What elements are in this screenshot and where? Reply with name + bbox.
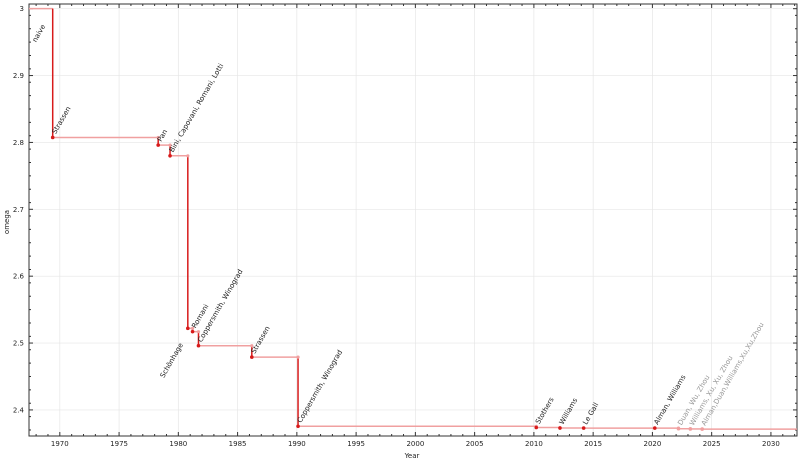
- point-label: Strassen: [250, 325, 272, 355]
- y-tick-label: 2.7: [13, 206, 24, 214]
- x-tick-label: 2030: [762, 440, 780, 448]
- y-tick-label: 2.9: [13, 72, 24, 80]
- data-point: [688, 427, 693, 431]
- data-point: [168, 154, 172, 158]
- y-tick-label: 2.4: [13, 406, 25, 414]
- data-point: [156, 143, 160, 147]
- segment-end-marker: [186, 154, 190, 158]
- grid: [29, 4, 797, 436]
- y-tick-label: 2.8: [13, 139, 24, 147]
- x-tick-label: 1990: [288, 440, 306, 448]
- x-tick-label: 1980: [169, 440, 187, 448]
- data-point: [581, 426, 586, 430]
- y-tick-label: 3: [20, 5, 24, 13]
- axes: 1970 1975 1980 1985 1990 1995 2000 2005 2010 2015…: [13, 3, 798, 448]
- data-point: [190, 329, 195, 334]
- point-label: Stothers: [534, 396, 556, 426]
- y-axis-label: omega: [3, 210, 11, 234]
- x-tick-label: 2015: [584, 440, 602, 448]
- segment-end-marker: [196, 330, 201, 334]
- y-tick-label: 2.5: [13, 340, 24, 348]
- point-label: Alman,Duan,Williams,Xu,Xu,Zhou: [700, 321, 766, 427]
- data-point: [676, 426, 681, 431]
- x-tick-label: 2025: [703, 440, 721, 448]
- data-point: [296, 424, 300, 429]
- point-label: Bini, Capovani, Romani, Lotti: [168, 62, 225, 154]
- x-tick-label: 2000: [406, 440, 424, 448]
- segment-end-marker: [168, 143, 172, 147]
- point-label: Schönhage: [159, 342, 185, 380]
- x-tick-label: 2005: [466, 440, 484, 448]
- data-point: [558, 426, 562, 430]
- point-label: Le Gall: [581, 401, 600, 426]
- plot-frame: [28, 3, 798, 437]
- point-label: Strassen: [51, 105, 73, 135]
- x-tick-label: 2020: [643, 440, 661, 448]
- x-axis-label: Year: [404, 452, 420, 460]
- x-tick-label: 1995: [347, 440, 365, 448]
- x-tick-label: 1975: [110, 440, 128, 448]
- segment-end-marker: [250, 344, 254, 348]
- point-label: naive: [31, 23, 47, 44]
- point-label: Pan: [156, 128, 169, 143]
- data-point: [534, 425, 539, 430]
- series: [29, 7, 797, 431]
- data-point: [50, 135, 55, 140]
- segment-end-marker: [156, 135, 160, 140]
- x-tick-label: 1970: [51, 440, 69, 448]
- point-label: Coppersmith, Winograd: [296, 349, 344, 425]
- data-point: [700, 427, 704, 431]
- data-point: [186, 326, 190, 331]
- y-tick-label: 2.6: [13, 273, 25, 281]
- segment-end-marker: [190, 326, 195, 330]
- x-tick-label: 2010: [525, 440, 543, 448]
- data-point: [196, 343, 201, 348]
- data-point: [652, 426, 657, 430]
- x-tick-label: 1985: [229, 440, 247, 448]
- data-point: [250, 355, 254, 359]
- segment-end-marker: [296, 355, 300, 359]
- point-label: Williams: [558, 396, 580, 426]
